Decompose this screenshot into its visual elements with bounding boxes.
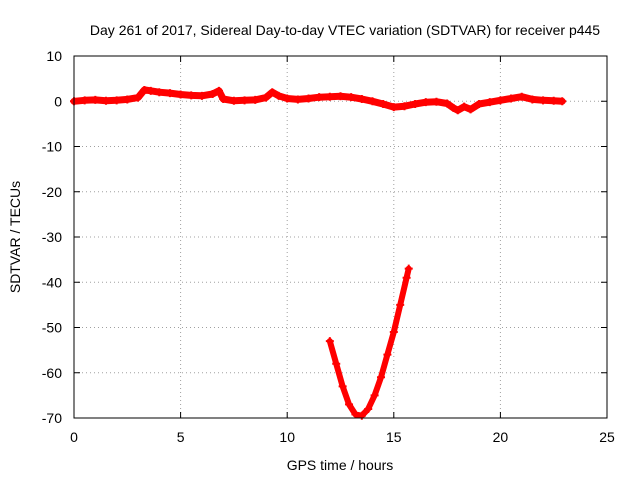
data-point <box>528 95 537 104</box>
series-dip-track <box>325 264 413 420</box>
data-point <box>304 94 313 103</box>
x-axis-label: GPS time / hours <box>287 457 394 473</box>
x-tick-label: 10 <box>279 429 295 445</box>
data-point <box>176 90 185 99</box>
axis-ticks: 0 5 10 15 20 25 10 0 -10 -20 -30 -40 -50 -60 -70 <box>42 48 615 445</box>
data-point <box>351 410 360 419</box>
data-point <box>389 328 398 337</box>
y-tick-label: -70 <box>42 410 62 426</box>
data-point <box>274 91 283 100</box>
y-axis-label: SDTVAR / TECUs <box>7 181 23 293</box>
data-point <box>443 99 452 108</box>
chart-title: Day 261 of 2017, Sidereal Day-to-day VTE… <box>90 22 600 38</box>
data-point <box>421 98 430 107</box>
data-point <box>187 91 196 100</box>
data-point <box>558 97 567 106</box>
data-point <box>400 102 409 111</box>
data-point <box>229 96 238 105</box>
data-point <box>466 105 475 114</box>
data-point <box>338 382 347 391</box>
data-point <box>251 95 260 104</box>
data-point <box>80 96 89 105</box>
data-point <box>507 94 516 103</box>
data-point <box>283 94 292 103</box>
y-tick-label: -60 <box>42 365 62 381</box>
x-tick-label: 20 <box>493 429 509 445</box>
data-point <box>370 391 379 400</box>
data-point <box>485 98 494 107</box>
x-tick-label: 15 <box>386 429 402 445</box>
series-line <box>70 86 566 114</box>
data-point <box>411 99 420 108</box>
y-tick-label: -20 <box>42 184 62 200</box>
data-point <box>214 86 223 95</box>
x-tick-label: 25 <box>599 429 615 445</box>
y-tick-label: 0 <box>54 93 62 109</box>
data-point <box>496 96 505 105</box>
data-point <box>539 96 548 105</box>
data-point <box>396 300 405 309</box>
data-point <box>475 99 484 108</box>
data-point <box>325 92 334 101</box>
data-point <box>379 99 388 108</box>
data-point <box>549 96 558 105</box>
data-point <box>240 96 249 105</box>
data-point <box>389 103 398 112</box>
data-point <box>268 88 277 97</box>
data-point <box>112 96 121 105</box>
data-point <box>165 89 174 98</box>
y-tick-label: -50 <box>42 320 62 336</box>
data-point <box>347 93 356 102</box>
x-tick-label: 0 <box>70 429 78 445</box>
data-point <box>336 92 345 101</box>
y-tick-label: -10 <box>42 139 62 155</box>
data-point <box>517 92 526 101</box>
data-point <box>364 404 373 413</box>
data-point <box>293 95 302 104</box>
data-point <box>208 90 217 99</box>
grid-lines <box>74 56 607 418</box>
series-line <box>326 265 412 419</box>
data-point <box>123 95 132 104</box>
y-tick-label: -30 <box>42 229 62 245</box>
data-point <box>383 350 392 359</box>
data-point <box>332 359 341 368</box>
x-tick-label: 5 <box>177 429 185 445</box>
data-point <box>325 337 334 346</box>
data-point <box>133 93 142 102</box>
series-near-zero-track <box>70 85 567 115</box>
y-tick-label: 10 <box>46 48 62 64</box>
data-point <box>453 106 462 115</box>
data-point <box>146 86 155 95</box>
data-point <box>261 93 270 102</box>
plot-frame <box>73 55 608 419</box>
data-point <box>315 93 324 102</box>
y-tick-label: -40 <box>42 274 62 290</box>
data-point <box>368 97 377 106</box>
data-point <box>197 91 206 100</box>
data-point <box>377 373 386 382</box>
data-point <box>101 96 110 105</box>
data-point <box>432 97 441 106</box>
data-point <box>357 94 366 103</box>
data-point <box>404 264 413 273</box>
data-point <box>460 102 469 111</box>
data-point <box>402 273 411 282</box>
data-point <box>91 95 100 104</box>
data-point <box>449 104 458 113</box>
data-point <box>155 88 164 97</box>
series-layer <box>70 85 567 420</box>
data-point <box>219 94 228 103</box>
data-point <box>345 400 354 409</box>
